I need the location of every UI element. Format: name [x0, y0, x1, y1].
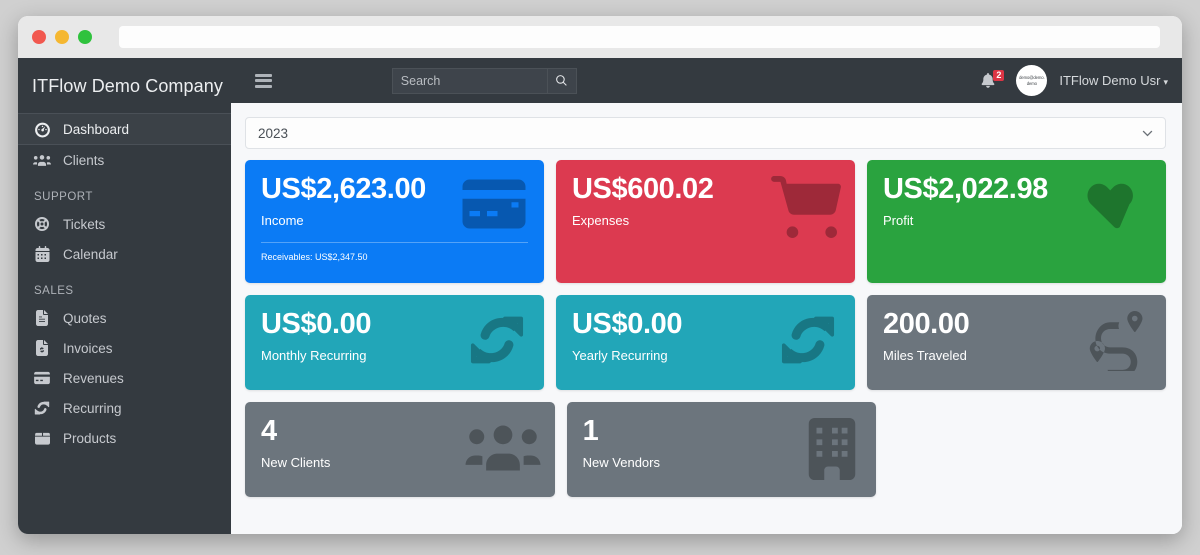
minimize-window-button[interactable]: [55, 30, 69, 44]
topbar-right: 2 demo@demo. demo ITFlow Demo Usr ▾: [981, 65, 1168, 96]
avatar-line-1: demo@demo.: [1019, 75, 1045, 81]
stat-value: US$0.00: [261, 308, 372, 340]
row-spacer: [888, 402, 1166, 497]
main-column: 2 demo@demo. demo ITFlow Demo Usr▾ 2023: [231, 58, 1182, 534]
stat-value: US$2,623.00: [261, 173, 426, 205]
bell-icon: [981, 73, 995, 88]
sidebar-item-label: Quotes: [63, 310, 107, 326]
sidebar-item-label: Invoices: [63, 340, 113, 356]
heart-icon: [1082, 176, 1152, 243]
sidebar-item-revenues[interactable]: Revenues: [18, 363, 231, 393]
stat-card-expenses[interactable]: US$600.02 Expenses: [556, 160, 855, 283]
application-root: ITFlow Demo Company Dashboard Clients SU…: [18, 58, 1182, 534]
file-quote-icon: [32, 310, 52, 326]
chevron-down-icon: ▾: [1163, 77, 1168, 87]
sidebar-item-clients[interactable]: Clients: [18, 145, 231, 175]
sidebar-item-label: Dashboard: [63, 121, 130, 137]
users-icon: [32, 152, 52, 168]
chevron-down-icon: [1142, 125, 1153, 140]
stat-label: Miles Traveled: [883, 348, 967, 364]
stat-footer: Receivables: US$2,347.50: [261, 242, 528, 262]
stat-value: US$0.00: [572, 308, 683, 340]
credit-card-icon: [32, 370, 52, 386]
sidebar-item-label: Recurring: [63, 400, 122, 416]
close-window-button[interactable]: [32, 30, 46, 44]
stat-label: New Vendors: [582, 455, 660, 471]
dashboard-content: 2023 US$2,623.00 Income Receivables: US$…: [231, 103, 1182, 534]
stat-card-profit[interactable]: US$2,022.98 Profit: [867, 160, 1166, 283]
browser-window: ITFlow Demo Company Dashboard Clients SU…: [18, 16, 1182, 534]
lifebuoy-icon: [32, 216, 52, 232]
sidebar-item-recurring[interactable]: Recurring: [18, 393, 231, 423]
search-input[interactable]: [391, 67, 547, 94]
stat-card-income[interactable]: US$2,623.00 Income Receivables: US$2,347…: [245, 160, 544, 283]
file-invoice-icon: [32, 340, 52, 356]
stat-card-yearly-recurring[interactable]: US$0.00 Yearly Recurring: [556, 295, 855, 390]
avatar[interactable]: demo@demo. demo: [1016, 65, 1048, 96]
sidebar-item-label: Clients: [63, 152, 105, 168]
stat-value: 1: [582, 415, 599, 447]
stat-row-3: 4 New Clients 1 New Vendors: [245, 402, 1166, 497]
sidebar-item-invoices[interactable]: Invoices: [18, 333, 231, 363]
brand-title: ITFlow Demo Company: [32, 76, 223, 96]
sidebar: ITFlow Demo Company Dashboard Clients SU…: [18, 58, 231, 534]
gauge-icon: [32, 121, 52, 137]
browser-titlebar: [18, 16, 1182, 58]
search-form: [391, 67, 577, 94]
route-icon: [1080, 311, 1152, 377]
stat-card-monthly-recurring[interactable]: US$0.00 Monthly Recurring: [245, 295, 544, 390]
notification-count-badge: 2: [993, 70, 1005, 81]
notifications-button[interactable]: 2: [981, 70, 1005, 88]
sidebar-item-dashboard[interactable]: Dashboard: [18, 113, 231, 145]
avatar-line-2: demo: [1026, 80, 1037, 86]
sidebar-item-label: Calendar: [63, 246, 118, 262]
stat-label: Income: [261, 213, 304, 229]
stat-row-2: US$0.00 Monthly Recurring US$0.00 Yearly…: [245, 295, 1166, 390]
stat-card-new-clients[interactable]: 4 New Clients: [245, 402, 555, 497]
sidebar-item-label: Revenues: [63, 370, 124, 386]
year-filter-value: 2023: [258, 125, 289, 141]
stat-value: 4: [261, 415, 277, 447]
sidebar-item-quotes[interactable]: Quotes: [18, 303, 231, 333]
stat-label: New Clients: [261, 455, 331, 471]
sync-icon: [464, 311, 530, 374]
sidebar-item-label: Tickets: [63, 216, 106, 232]
stat-value: US$600.02: [572, 173, 714, 205]
sidebar-item-calendar[interactable]: Calendar: [18, 239, 231, 269]
stat-row-1: US$2,623.00 Income Receivables: US$2,347…: [245, 160, 1166, 283]
user-menu-button[interactable]: ITFlow Demo Usr ▾: [1059, 73, 1168, 88]
year-filter-select[interactable]: 2023: [245, 117, 1166, 149]
sidebar-item-products[interactable]: Products: [18, 423, 231, 453]
stat-value: 200.00: [883, 308, 970, 340]
sync-icon: [32, 400, 52, 416]
user-name-label: ITFlow Demo Usr: [1059, 73, 1161, 88]
maximize-window-button[interactable]: [78, 30, 92, 44]
stat-card-new-vendors[interactable]: 1 New Vendors: [566, 402, 877, 497]
sidebar-item-label: Products: [63, 430, 117, 446]
calendar-icon: [32, 246, 52, 262]
hamburger-icon[interactable]: [255, 73, 272, 88]
search-button[interactable]: [546, 67, 577, 94]
building-icon: [802, 418, 862, 485]
sidebar-item-tickets[interactable]: Tickets: [18, 209, 231, 239]
topbar: 2 demo@demo. demo ITFlow Demo Usr▾: [231, 58, 1182, 103]
stat-label: Expenses: [572, 213, 630, 229]
stat-label: Profit: [883, 213, 914, 229]
shopping-cart-icon: [771, 176, 841, 243]
sync-icon: [775, 311, 841, 374]
users-icon: [465, 418, 541, 483]
credit-card-icon: [458, 176, 530, 237]
box-icon: [32, 430, 52, 446]
stat-value: US$2,022.98: [883, 173, 1048, 205]
stat-card-miles-traveled[interactable]: 200.00 Miles Traveled: [867, 295, 1166, 390]
sidebar-section-support: SUPPORT: [34, 191, 93, 203]
address-bar[interactable]: [119, 26, 1160, 48]
stat-label: Monthly Recurring: [261, 348, 367, 364]
stat-label: Yearly Recurring: [572, 348, 668, 364]
sidebar-section-sales: SALES: [34, 285, 74, 297]
